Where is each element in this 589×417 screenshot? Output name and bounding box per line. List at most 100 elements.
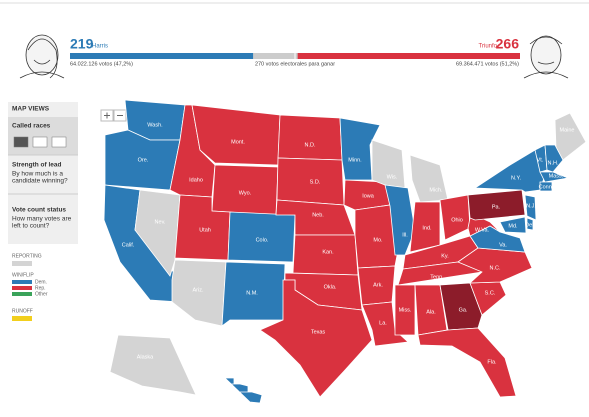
state[interactable] [409, 154, 449, 203]
swatch-rep [12, 286, 32, 290]
state-label: Fla. [487, 359, 497, 365]
state-label: Wash. [147, 122, 163, 128]
view-title: Called races [12, 123, 51, 130]
harris-name: Harris [92, 44, 108, 50]
state-label: Mont. [231, 139, 245, 145]
state[interactable] [134, 189, 181, 277]
swatch-reporting [12, 261, 32, 266]
legend-winflip: WIN/FLIP [12, 272, 34, 278]
state[interactable] [259, 279, 373, 398]
legend-rep: Rep. [35, 285, 46, 291]
state-label: Ore. [138, 157, 149, 163]
state-label: Ariz. [193, 287, 204, 293]
state-label: N.D. [305, 142, 316, 148]
state-label: Mass. [549, 173, 564, 179]
state[interactable] [526, 217, 534, 231]
view-icon [51, 136, 67, 148]
state-label: Texas [311, 329, 326, 335]
state-label: W.Va. [475, 227, 490, 233]
state-label: N.J. [526, 203, 536, 209]
state[interactable] [417, 327, 517, 398]
state-label: N.Y. [511, 175, 521, 181]
state-label: Ala. [426, 309, 436, 315]
state-label: Ill. [402, 232, 408, 238]
harris-portrait [19, 34, 65, 79]
state[interactable] [539, 171, 570, 183]
state[interactable] [371, 139, 406, 189]
state-label: Utah [199, 227, 211, 233]
state-label: La. [379, 320, 387, 326]
state-label: Del. [525, 222, 535, 228]
state-label: Ga. [459, 307, 468, 313]
state-label: Va. [499, 242, 507, 248]
state[interactable] [191, 104, 281, 166]
state[interactable] [524, 194, 537, 221]
state-label: S.C. [485, 290, 496, 296]
trump-popular: 69.364.471 votos (51,2%) [456, 61, 519, 67]
state[interactable] [544, 144, 564, 173]
view-active[interactable] [8, 117, 78, 155]
state[interactable] [221, 261, 286, 327]
swatch-other [12, 292, 32, 296]
state-label: Wyo. [239, 190, 252, 196]
state-label: Md. [508, 223, 518, 229]
state-label: Kan. [322, 249, 334, 255]
state-label: Pa. [492, 204, 501, 210]
state[interactable] [109, 334, 197, 396]
view-title: Strength of lead [12, 162, 62, 169]
state-label: N.H. [548, 160, 559, 166]
state[interactable] [439, 282, 483, 331]
state[interactable] [467, 189, 526, 221]
state-label: Ark. [373, 282, 383, 288]
view-title: Vote count status [12, 207, 66, 214]
state-label: N.M. [246, 290, 258, 296]
trump-portrait [523, 35, 569, 79]
state-label: Nev. [155, 219, 166, 225]
state-label: Mich. [429, 187, 443, 193]
state-label: Conn. [539, 184, 554, 190]
state[interactable] [554, 112, 587, 161]
state-label: Neb. [312, 212, 324, 218]
state-label: Minn. [348, 157, 362, 163]
state-label: Maine [560, 127, 575, 133]
state-label: Wis. [387, 174, 398, 180]
state-label: Ky. [441, 253, 449, 259]
state[interactable] [394, 284, 416, 336]
state[interactable] [499, 216, 527, 234]
harris-bar [70, 53, 254, 59]
view-icon [13, 136, 29, 148]
zoom-in-icon [104, 112, 110, 119]
state-label: Hawaii [232, 368, 249, 374]
state-label: Vt. [537, 157, 544, 163]
state-label: Mo. [373, 237, 383, 243]
legend-runoff: RUNOFF [12, 308, 33, 314]
state[interactable] [224, 377, 263, 404]
legend-other: Other [35, 291, 48, 297]
state[interactable] [473, 149, 546, 193]
view-icon [32, 136, 48, 148]
state[interactable] [227, 211, 296, 263]
state-label: Alaska [137, 354, 154, 360]
map: Wash. Ore. Calif. Nev. Idaho Mont. Wyo. Utah Ari… [103, 99, 587, 404]
threshold-label: 270 votos electorales para ganar [255, 61, 335, 67]
state-label: Miss. [399, 307, 412, 313]
trump-bar [297, 53, 520, 59]
swatch-runoff [12, 316, 32, 321]
trump-name: Triunfo [479, 44, 498, 50]
state[interactable] [277, 114, 343, 161]
view-desc: left to count? [12, 223, 50, 230]
legend-reporting: REPORTING [12, 253, 42, 259]
state-label: S.D. [310, 179, 321, 185]
state-label: Iowa [362, 193, 375, 199]
harris-popular: 64.022.126 votos (47,2%) [70, 61, 133, 67]
view-desc: candidate winning? [12, 178, 68, 185]
state[interactable] [539, 181, 553, 192]
trump-ev: 266 [496, 36, 520, 52]
state-label: Idaho [189, 177, 203, 183]
state-label: Ind. [422, 225, 432, 231]
view-desc: By how much is a [12, 171, 63, 178]
state-label: Colo. [256, 237, 269, 243]
sidebar-title: MAP VIEWS [12, 106, 50, 113]
state-label: N.C. [490, 265, 501, 271]
